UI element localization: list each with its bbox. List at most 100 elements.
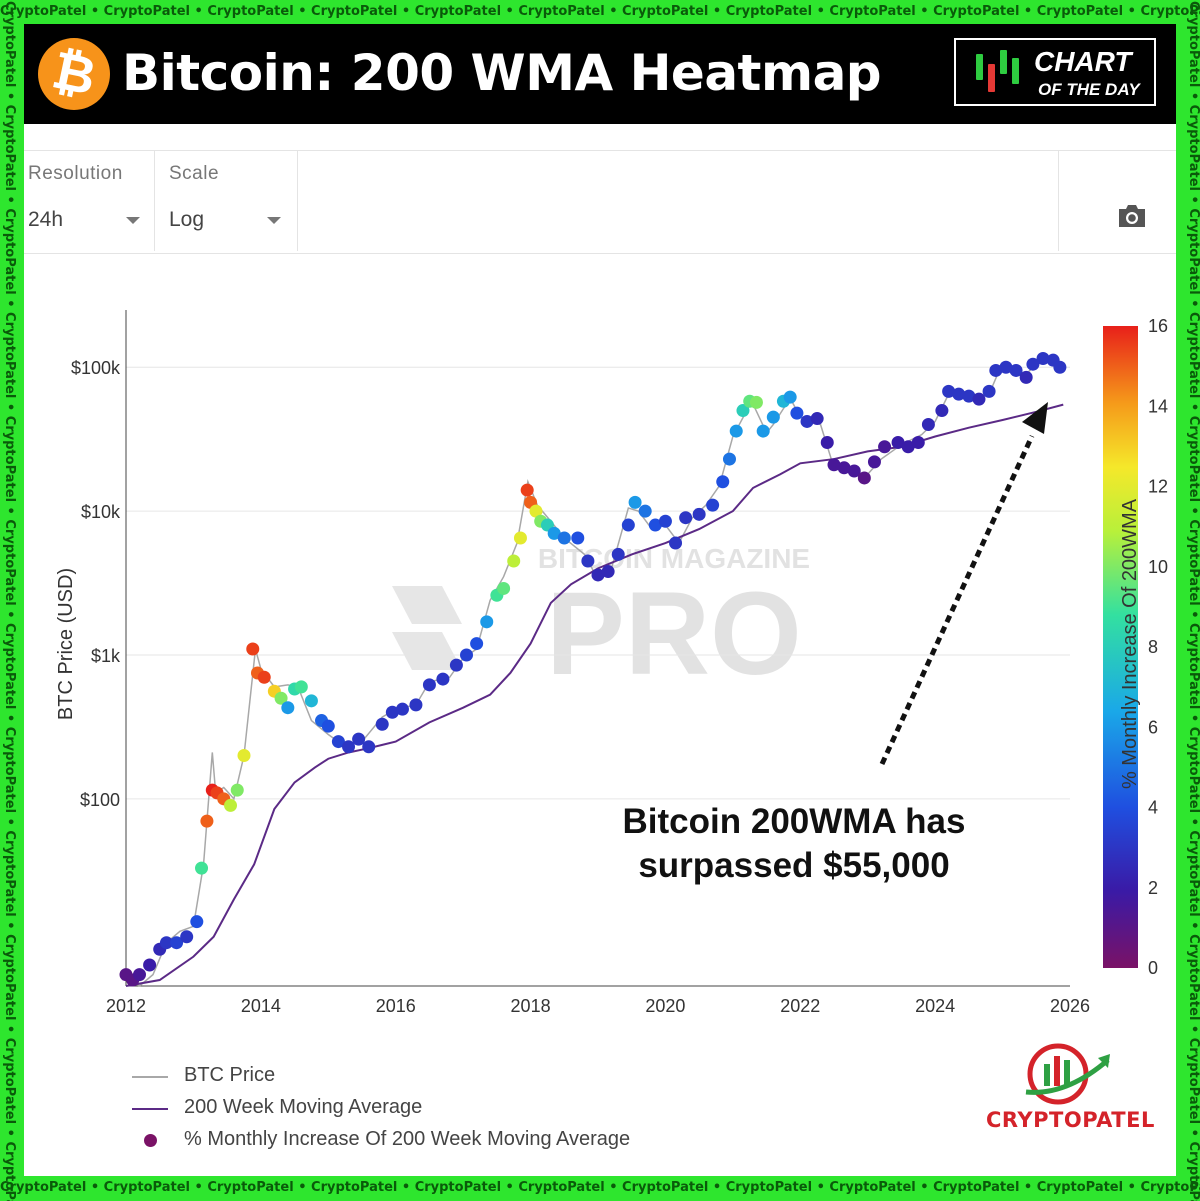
x-tick-label: 2024: [915, 996, 955, 1016]
colorbar: 0 2 4 6 8 10 12 14 16: [1103, 316, 1168, 978]
resolution-value: 24h: [28, 208, 64, 231]
legend-swatch-dot: [144, 1134, 157, 1147]
heatmap-dot: [800, 414, 814, 428]
heatmap-dot: [1036, 352, 1050, 366]
heatmap-dot: [132, 968, 146, 982]
heatmap-dot: [170, 936, 184, 950]
heatmap-dot: [460, 648, 474, 662]
scale-value: Log: [169, 208, 205, 231]
heatmap-dot: [648, 518, 662, 532]
watermark-strip-top: CryptoPatel • CryptoPatel • CryptoPatel …: [0, 4, 1200, 19]
heatmap-dot: [716, 475, 730, 489]
heatmap-dot: [422, 678, 436, 692]
heatmap-dot: [766, 410, 780, 424]
heatmap-dot: [942, 384, 956, 398]
bitcoin-icon: ₿: [38, 38, 110, 110]
heatmap-dot: [449, 658, 463, 672]
heatmap-dot: [736, 404, 750, 418]
heatmap-dot: [274, 691, 288, 705]
colorbar-tick-label: 12: [1148, 477, 1168, 497]
colorbar-label: % Monthly Increase Of 200WMA: [1119, 498, 1141, 789]
watermark-text-2: PRO: [546, 568, 802, 700]
chart-toolbar: Resolution 24h Scale Log: [24, 150, 1176, 254]
heatmap-dot: [837, 461, 851, 475]
brand-name: CRYPTOPATEL: [986, 1108, 1155, 1132]
heatmap-dot: [921, 417, 935, 431]
y-tick-label: $100k: [71, 358, 121, 378]
legend-label: BTC Price: [184, 1064, 276, 1086]
heatmap-dot: [847, 464, 861, 478]
title-banner: ₿ Bitcoin: 200 WMA Heatmap CHART OF THE …: [24, 24, 1176, 124]
y-tick-label: $100: [80, 790, 120, 810]
heatmap-dot: [756, 424, 770, 438]
x-tick-label: 2022: [780, 996, 820, 1016]
heatmap-dot: [375, 717, 389, 731]
heatmap-dot: [706, 498, 720, 512]
cryptopatel-logo-mark: [1025, 1043, 1110, 1105]
heatmap-dot: [143, 958, 157, 972]
x-tick-label: 2026: [1050, 996, 1090, 1016]
x-tick-label: 2012: [106, 996, 146, 1016]
heatmap-dot: [331, 735, 345, 749]
heatmap-dot: [989, 363, 1003, 377]
watermark-strip-bottom: CryptoPatel • CryptoPatel • CryptoPatel …: [0, 1180, 1200, 1195]
heatmap-dot: [159, 936, 173, 950]
heatmap-dot: [507, 554, 521, 568]
heatmap-dot: [679, 511, 693, 525]
heatmap-dot: [749, 395, 763, 409]
colorbar-tick-label: 16: [1148, 316, 1168, 336]
chart-watermark: BITCOIN MAGAZINE PRO: [392, 543, 810, 700]
legend-swatch-gray-line: [132, 1076, 168, 1078]
heatmap-dot: [611, 547, 625, 561]
heatmap-dot: [952, 387, 966, 401]
heatmap-dot: [470, 637, 484, 651]
heatmap-dot: [669, 536, 683, 550]
y-tick-label: $1k: [91, 646, 121, 666]
heatmap-dot: [810, 412, 824, 426]
resolution-select[interactable]: Resolution 24h: [24, 151, 155, 251]
screenshot-button[interactable]: [1058, 151, 1176, 251]
heatmap-dot: [790, 406, 804, 420]
heatmap-dot: [281, 701, 295, 715]
scale-select[interactable]: Scale Log: [155, 151, 298, 251]
heatmap-dots: [119, 352, 1067, 987]
heatmap-dot: [1026, 357, 1040, 371]
chevron-down-icon: [267, 217, 281, 224]
colorbar-tick-label: 8: [1148, 637, 1158, 657]
x-tick-label: 2020: [645, 996, 685, 1016]
badge-line-1: CHART: [1034, 46, 1132, 77]
heatmap-dot: [827, 458, 841, 472]
heatmap-dot: [581, 554, 595, 568]
heatmap-dot: [304, 694, 318, 708]
heatmap-dot: [409, 698, 423, 712]
heatmap-dot: [857, 471, 871, 485]
heatmap-dot: [497, 581, 511, 595]
annotation-line-1: Bitcoin 200WMA has: [622, 802, 966, 841]
heatmap-dot: [867, 455, 881, 469]
heatmap-dot: [982, 384, 996, 398]
y-axis-label: BTC Price (USD): [55, 568, 77, 720]
heatmap-dot: [729, 424, 743, 438]
heatmap-dot: [352, 732, 366, 746]
wma-line: [125, 403, 1064, 987]
heatmap-dot: [692, 507, 706, 521]
annotation-line-2: surpassed $55,000: [638, 846, 950, 885]
x-tick-label: 2018: [511, 996, 551, 1016]
heatmap-dot: [783, 390, 797, 404]
heatmap-dot: [638, 504, 652, 518]
heatmap-dot: [911, 435, 925, 449]
heatmap-dot: [891, 435, 905, 449]
heatmap-dot: [321, 719, 335, 733]
chart-card: ₿ Bitcoin: 200 WMA Heatmap CHART OF THE …: [24, 24, 1176, 1176]
legend-label: % Monthly Increase Of 200 Week Moving Av…: [184, 1128, 631, 1150]
page-title: Bitcoin: 200 WMA Heatmap: [122, 44, 882, 102]
heatmap-dot: [520, 483, 534, 497]
heatmap-dot: [529, 504, 543, 518]
annotation-arrow: [879, 402, 1048, 766]
heatmap-dot: [601, 565, 615, 579]
colorbar-tick-label: 6: [1148, 717, 1158, 737]
heatmap-dot: [513, 531, 527, 545]
heatmap-dot: [557, 531, 571, 545]
watermark-strip-left: CryptoPatel • CryptoPatel • CryptoPatel …: [2, 1, 17, 1201]
chart-of-the-day-badge: CHART OF THE DAY: [954, 38, 1156, 106]
